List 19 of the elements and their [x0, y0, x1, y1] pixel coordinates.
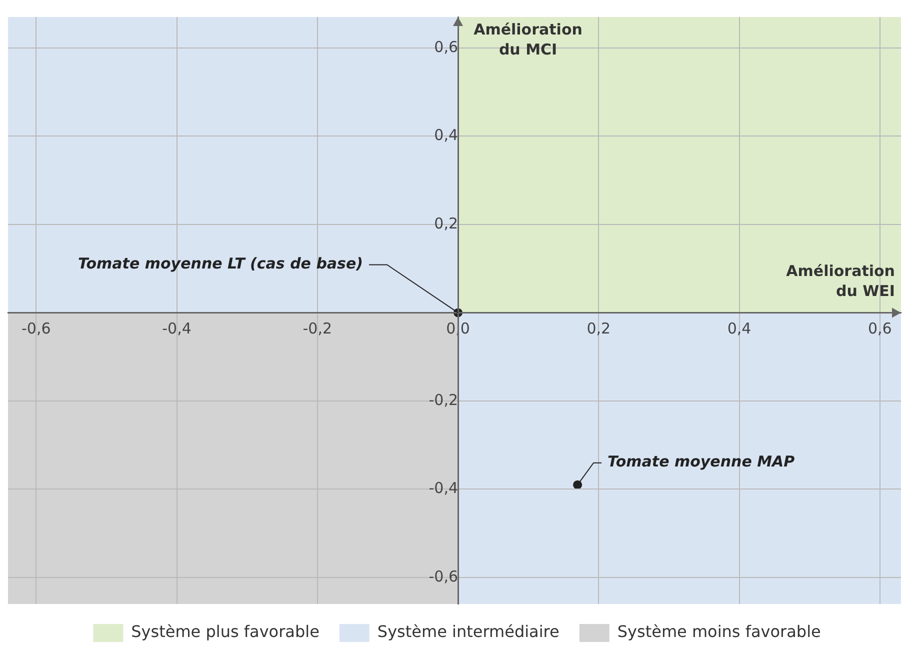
- legend-label: Système plus favorable: [131, 622, 320, 642]
- legend-label: Système intermédiaire: [377, 622, 560, 642]
- x-tick-label: 0,6: [868, 320, 892, 338]
- x-tick-label: 0,4: [727, 320, 752, 338]
- y-axis-title: Amélioration du MCI: [474, 20, 582, 58]
- y-tick-label: 0,6: [434, 38, 458, 56]
- y-tick-label: -0,6: [428, 567, 458, 586]
- annotation: Tomate moyenne LT (cas de base): [78, 254, 364, 273]
- legend-label: Système moins favorable: [617, 622, 821, 642]
- y-tick-label: 0,4: [434, 126, 458, 144]
- y-tick-label: -0,2: [428, 390, 458, 409]
- x-tick-label: 0,2: [586, 320, 611, 338]
- x-axis-title: Amélioration du WEI: [786, 262, 895, 300]
- y-tick-label: -0,4: [428, 479, 458, 498]
- x-tick-label: -0,2: [302, 320, 332, 338]
- y-tick-label: 0,2: [434, 214, 458, 232]
- annotation: Tomate moyenne MAP: [608, 452, 795, 471]
- x-tick-label: -0,6: [21, 320, 51, 338]
- x-tick-label: -0,4: [162, 320, 192, 338]
